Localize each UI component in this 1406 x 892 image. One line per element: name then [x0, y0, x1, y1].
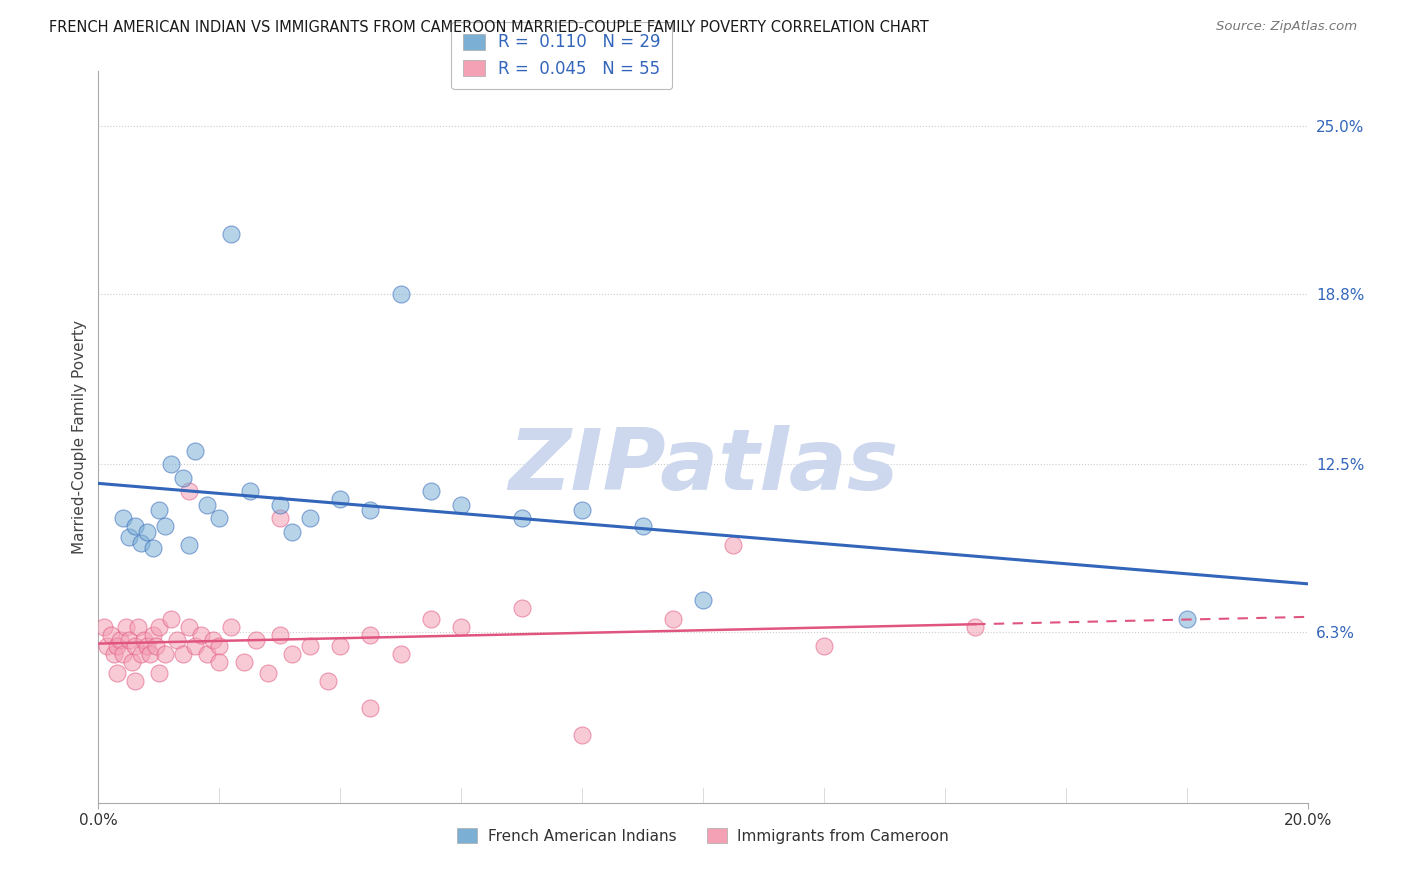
Point: [179, 620, 201, 634]
Point: [129, 535, 152, 549]
Point: [1175, 611, 1198, 625]
Point: [256, 665, 278, 680]
Point: [145, 639, 167, 653]
Point: [135, 524, 157, 539]
Point: [172, 647, 194, 661]
Point: [132, 633, 155, 648]
Point: [108, 633, 131, 648]
Point: [281, 647, 304, 661]
Point: [124, 519, 146, 533]
Point: [105, 665, 128, 680]
Point: [184, 639, 207, 653]
Point: [245, 633, 267, 648]
Point: [232, 655, 254, 669]
Point: [124, 639, 146, 653]
Point: [239, 484, 262, 499]
Point: [184, 443, 207, 458]
Point: [127, 620, 149, 634]
Point: [329, 639, 352, 653]
Point: [661, 611, 683, 625]
Point: [692, 592, 714, 607]
Point: [510, 511, 533, 525]
Point: [142, 628, 165, 642]
Point: [420, 484, 443, 499]
Point: [153, 647, 176, 661]
Point: [269, 628, 291, 642]
Point: [118, 633, 141, 648]
Point: [389, 647, 412, 661]
Point: [269, 498, 291, 512]
Point: [208, 639, 231, 653]
Point: [571, 503, 593, 517]
Point: [105, 639, 128, 653]
Point: [510, 600, 533, 615]
Text: FRENCH AMERICAN INDIAN VS IMMIGRANTS FROM CAMEROON MARRIED-COUPLE FAMILY POVERTY: FRENCH AMERICAN INDIAN VS IMMIGRANTS FRO…: [49, 20, 929, 35]
Point: [96, 639, 118, 653]
Point: [190, 628, 212, 642]
Point: [360, 701, 382, 715]
Text: Source: ZipAtlas.com: Source: ZipAtlas.com: [1216, 20, 1357, 33]
Point: [420, 611, 443, 625]
Point: [299, 639, 322, 653]
Point: [813, 639, 835, 653]
Legend: French American Indians, Immigrants from Cameroon: French American Indians, Immigrants from…: [451, 822, 955, 850]
Point: [121, 655, 143, 669]
Point: [723, 538, 745, 552]
Point: [281, 524, 304, 539]
Point: [111, 647, 134, 661]
Point: [160, 457, 183, 471]
Point: [450, 498, 472, 512]
Point: [329, 492, 352, 507]
Point: [114, 620, 136, 634]
Point: [118, 530, 141, 544]
Point: [965, 620, 987, 634]
Point: [103, 647, 125, 661]
Point: [631, 519, 654, 533]
Point: [195, 647, 218, 661]
Point: [269, 511, 291, 525]
Point: [195, 498, 218, 512]
Point: [111, 511, 134, 525]
Point: [360, 503, 382, 517]
Point: [208, 655, 231, 669]
Point: [100, 628, 122, 642]
Point: [135, 639, 157, 653]
Point: [93, 620, 115, 634]
Point: [160, 611, 183, 625]
Point: [148, 503, 170, 517]
Point: [450, 620, 472, 634]
Point: [172, 471, 194, 485]
Point: [139, 647, 162, 661]
Point: [360, 628, 382, 642]
Point: [166, 633, 188, 648]
Point: [148, 620, 170, 634]
Point: [389, 286, 412, 301]
Point: [129, 647, 152, 661]
Point: [179, 538, 201, 552]
Point: [179, 484, 201, 499]
Point: [299, 511, 322, 525]
Point: [208, 511, 231, 525]
Point: [124, 673, 146, 688]
Y-axis label: Married-Couple Family Poverty: Married-Couple Family Poverty: [72, 320, 87, 554]
Point: [142, 541, 165, 556]
Point: [153, 519, 176, 533]
Text: ZIPatlas: ZIPatlas: [508, 425, 898, 508]
Point: [221, 227, 243, 241]
Point: [571, 728, 593, 742]
Point: [221, 620, 243, 634]
Point: [316, 673, 339, 688]
Point: [148, 665, 170, 680]
Point: [202, 633, 225, 648]
